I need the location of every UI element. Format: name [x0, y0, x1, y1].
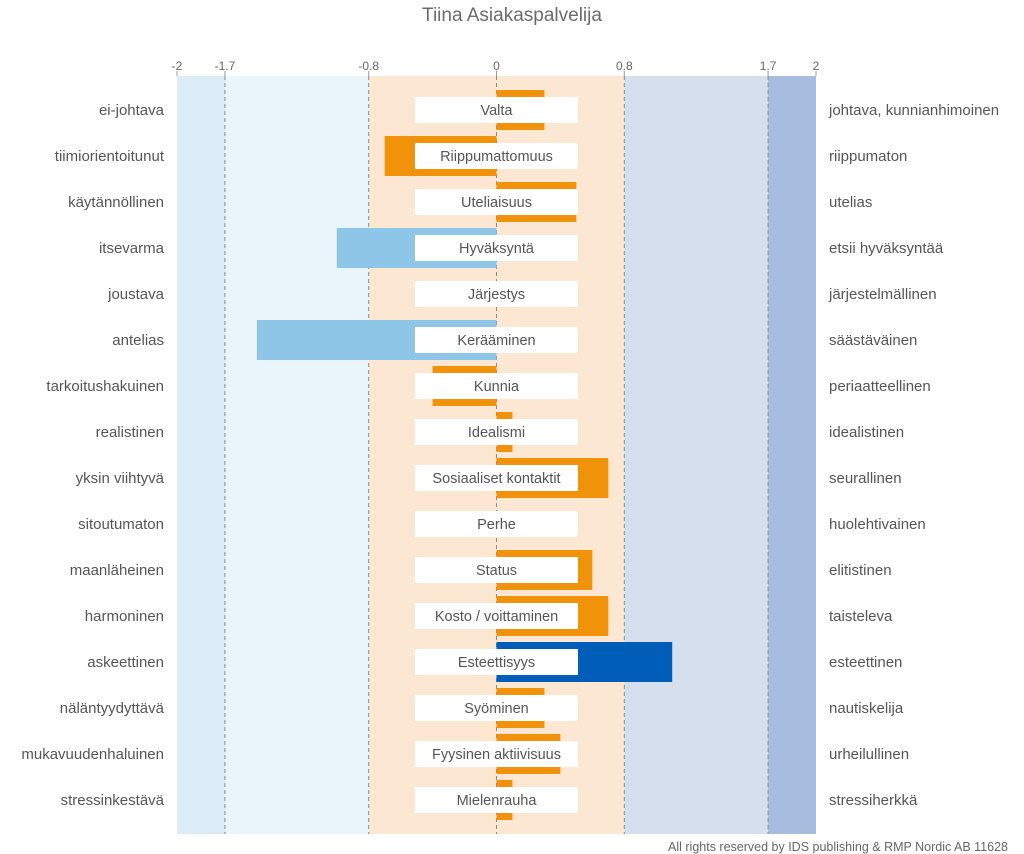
scale-name: Fyysinen aktiivisuus: [432, 747, 561, 763]
tick-labels: -2 -1.7 -0.8 0 0.8 1.7 2: [172, 59, 820, 73]
right-label: esteettinen: [829, 654, 902, 671]
scale-box: [415, 741, 578, 767]
bar-top: [496, 182, 577, 190]
bar-top: [496, 412, 513, 420]
left-label: tarkoitushakuinen: [46, 378, 164, 395]
right-label: taisteleva: [829, 608, 893, 625]
left-label: näläntyydyttävä: [60, 700, 165, 717]
right-label: stressiherkkä: [829, 792, 918, 809]
zone-0: [177, 76, 225, 834]
scale-label-boxes: Valta Riippumattomuus Uteliaisuus Hyväksynt…: [415, 97, 578, 813]
right-label: utelias: [829, 194, 872, 211]
left-label: harmoninen: [85, 608, 164, 625]
left-label: maanläheinen: [70, 562, 164, 579]
right-label: elitistinen: [829, 562, 892, 579]
tick-label: 1.7: [760, 59, 777, 73]
left-label: tiimiorientoitunut: [55, 148, 165, 165]
scale-box: [415, 511, 578, 537]
bar-bottom: [496, 766, 561, 774]
scale-box: [415, 695, 578, 721]
tick-label: -2: [172, 59, 183, 73]
side-labels: ei-johtava johtava, kunnianhimoinen tiimio…: [21, 102, 999, 809]
left-label: käytännöllinen: [68, 194, 164, 211]
scale-name: Kunnia: [474, 379, 520, 395]
bar-bottom: [432, 398, 497, 406]
right-label: johtava, kunnianhimoinen: [828, 102, 999, 119]
left-label: itsevarma: [99, 240, 165, 257]
left-label: stressinkestävä: [61, 792, 165, 809]
left-label: mukavuudenhaluinen: [21, 746, 164, 763]
bar-bottom: [496, 214, 577, 222]
scale-name: Riippumattomuus: [440, 149, 553, 165]
bar-bottom: [496, 122, 545, 130]
bar-top: [432, 366, 497, 374]
scale-name: Mielenrauha: [457, 793, 538, 809]
tick-label: -0.8: [358, 59, 379, 73]
tick-label: 0: [493, 59, 500, 73]
scale-box: [415, 143, 578, 169]
right-label: järjestelmällinen: [828, 286, 937, 303]
tick-label: 0.8: [616, 59, 633, 73]
scale-name: Hyväksyntä: [459, 241, 535, 257]
left-label: askeettinen: [87, 654, 164, 671]
bar-top: [496, 688, 545, 696]
right-label: nautiskelija: [829, 700, 904, 717]
chart-title: Tiina Asiakaspalvelija: [422, 5, 602, 26]
right-label: idealistinen: [829, 424, 904, 441]
scale-name: Kosto / voittaminen: [435, 609, 558, 625]
scale-box: [415, 327, 578, 353]
scale-box: [415, 649, 578, 675]
tick-label: 2: [813, 59, 820, 73]
bar-bottom: [496, 720, 545, 728]
left-label: realistinen: [96, 424, 164, 441]
left-label: joustava: [107, 286, 165, 303]
bar-bottom: [496, 444, 513, 452]
scale-name: Perhe: [477, 517, 516, 533]
scale-box: [415, 235, 578, 261]
zone-3: [624, 76, 769, 834]
scale-box: [415, 281, 578, 307]
left-label: sitoutumaton: [78, 516, 164, 533]
scale-box: [415, 189, 578, 215]
right-label: seurallinen: [829, 470, 902, 487]
left-label: ei-johtava: [99, 102, 165, 119]
scale-box: [415, 787, 578, 813]
scale-name: Uteliaisuus: [461, 195, 532, 211]
right-label: riippumaton: [829, 148, 907, 165]
scale-name: Sosiaaliset kontaktit: [432, 471, 560, 487]
scale-box: [415, 97, 578, 123]
scale-box: [415, 603, 578, 629]
bar-top: [496, 780, 513, 788]
left-label: yksin viihtyvä: [76, 470, 165, 487]
scale-box: [415, 373, 578, 399]
bar-top: [496, 90, 545, 98]
scale-name: Esteettisyys: [458, 655, 535, 671]
left-label: antelias: [112, 332, 164, 349]
right-label: etsii hyväksyntää: [829, 240, 944, 257]
scale-box: [415, 465, 578, 491]
bar-bottom: [496, 812, 513, 820]
scale-name: Kerääminen: [457, 333, 535, 349]
right-label: urheilullinen: [829, 746, 909, 763]
right-label: huolehtivainen: [829, 516, 926, 533]
right-label: periaatteellinen: [829, 378, 931, 395]
scale-name: Järjestys: [468, 287, 525, 303]
scale-name: Valta: [481, 103, 514, 119]
zone-1: [224, 76, 369, 834]
scale-box: [415, 557, 578, 583]
tick-label: -1.7: [215, 59, 236, 73]
scale-name: Idealismi: [468, 425, 525, 441]
zone-backgrounds: [177, 76, 816, 834]
right-label: säästäväinen: [829, 332, 917, 349]
bar-top: [496, 734, 561, 742]
zone-4: [768, 76, 816, 834]
scale-box: [415, 419, 578, 445]
copyright-footer: All rights reserved by IDS publishing & …: [668, 840, 1008, 854]
scale-name: Syöminen: [464, 701, 528, 717]
scale-name: Status: [476, 563, 517, 579]
